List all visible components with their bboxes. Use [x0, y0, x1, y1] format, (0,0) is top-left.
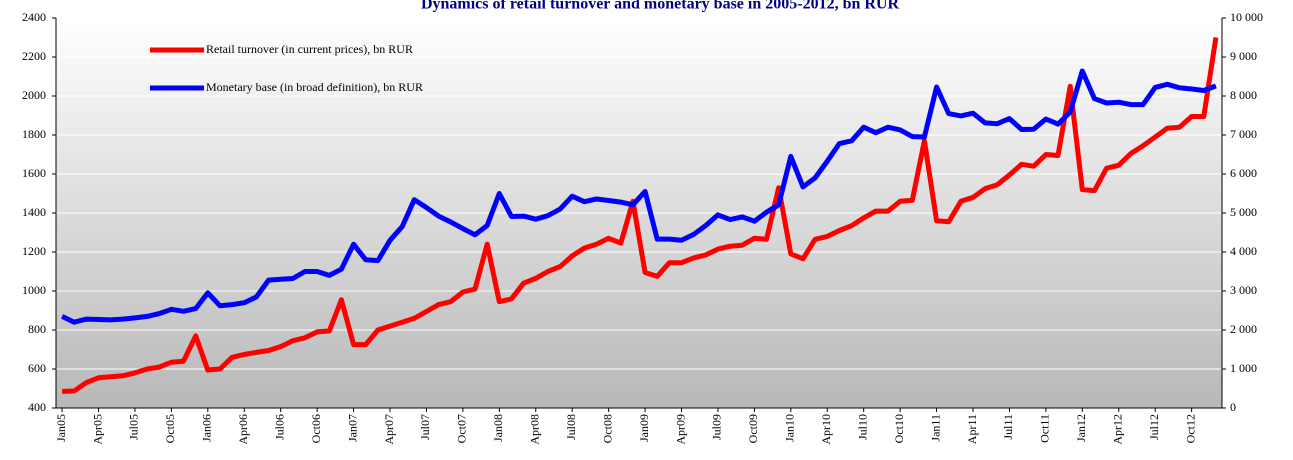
y2-tick-label: 6 000 — [1230, 166, 1257, 180]
y2-tick-label: 2 000 — [1230, 322, 1257, 336]
y-tick-label: 1000 — [22, 283, 46, 297]
x-tick-label: Jul12 — [1147, 414, 1161, 440]
y-tick-label: 800 — [28, 322, 46, 336]
x-tick-label: Apr06 — [236, 414, 250, 445]
y2-tick-label: 8 000 — [1230, 88, 1257, 102]
y-tick-label: 2000 — [22, 88, 46, 102]
x-tick-label: Oct07 — [455, 414, 469, 443]
x-tick-label: Jan11 — [928, 414, 942, 442]
y-tick-label: 1200 — [22, 244, 46, 258]
x-tick-label: Oct12 — [1183, 414, 1197, 443]
x-tick-label: Jan09 — [637, 414, 651, 442]
x-tick-label: Apr11 — [965, 414, 979, 444]
legend-label: Retail turnover (in current prices), bn … — [206, 42, 413, 56]
y2-tick-label: 0 — [1230, 400, 1236, 414]
x-tick-label: Jan07 — [345, 414, 359, 442]
x-tick-label: Jan12 — [1074, 414, 1088, 442]
series-line — [61, 68, 1217, 325]
y-tick-label: 1800 — [22, 127, 46, 141]
x-tick-label: Apr07 — [382, 414, 396, 445]
legend-label: Monetary base (in broad definition), bn … — [206, 80, 423, 94]
y-tick-label: 2200 — [22, 49, 46, 63]
x-tick-label: Jan08 — [491, 414, 505, 442]
x-tick-label: Jul06 — [272, 414, 286, 440]
x-tick-label: Jul10 — [855, 414, 869, 440]
x-tick-label: Apr08 — [528, 414, 542, 445]
y2-tick-label: 9 000 — [1230, 49, 1257, 63]
x-tick-label: Oct11 — [1038, 414, 1052, 443]
x-tick-label: Oct09 — [746, 414, 760, 443]
y2-tick-label: 7 000 — [1230, 127, 1257, 141]
x-tick-label: Oct05 — [163, 414, 177, 443]
x-tick-label: Jul05 — [127, 414, 141, 440]
y-tick-label: 2400 — [22, 10, 46, 24]
series-line — [62, 37, 1219, 394]
x-tick-label: Jul07 — [418, 414, 432, 440]
x-tick-label: Apr09 — [673, 414, 687, 445]
x-tick-label: Jan05 — [54, 414, 68, 442]
y2-tick-label: 5 000 — [1230, 205, 1257, 219]
x-tick-label: Apr05 — [90, 414, 104, 445]
y-tick-label: 400 — [28, 400, 46, 414]
x-tick-label: Oct06 — [309, 414, 323, 443]
x-tick-label: Jan06 — [200, 414, 214, 442]
y2-tick-label: 3 000 — [1230, 283, 1257, 297]
x-tick-label: Apr10 — [819, 414, 833, 445]
x-tick-label: Jan10 — [783, 414, 797, 442]
y2-tick-label: 4 000 — [1230, 244, 1257, 258]
x-tick-label: Apr12 — [1111, 414, 1125, 445]
y-tick-label: 1600 — [22, 166, 46, 180]
x-tick-label: Oct10 — [892, 414, 906, 443]
y-tick-label: 600 — [28, 361, 46, 375]
y2-tick-label: 1 000 — [1230, 361, 1257, 375]
y-tick-label: 1400 — [22, 205, 46, 219]
chart-title: Dynamics of retail turnover and monetary… — [421, 0, 900, 13]
x-tick-label: Jul08 — [564, 414, 578, 440]
x-tick-label: Jul09 — [710, 414, 724, 440]
x-tick-label: Jul11 — [1001, 414, 1015, 440]
x-tick-label: Oct08 — [600, 414, 614, 443]
y2-tick-label: 10 000 — [1230, 10, 1263, 24]
